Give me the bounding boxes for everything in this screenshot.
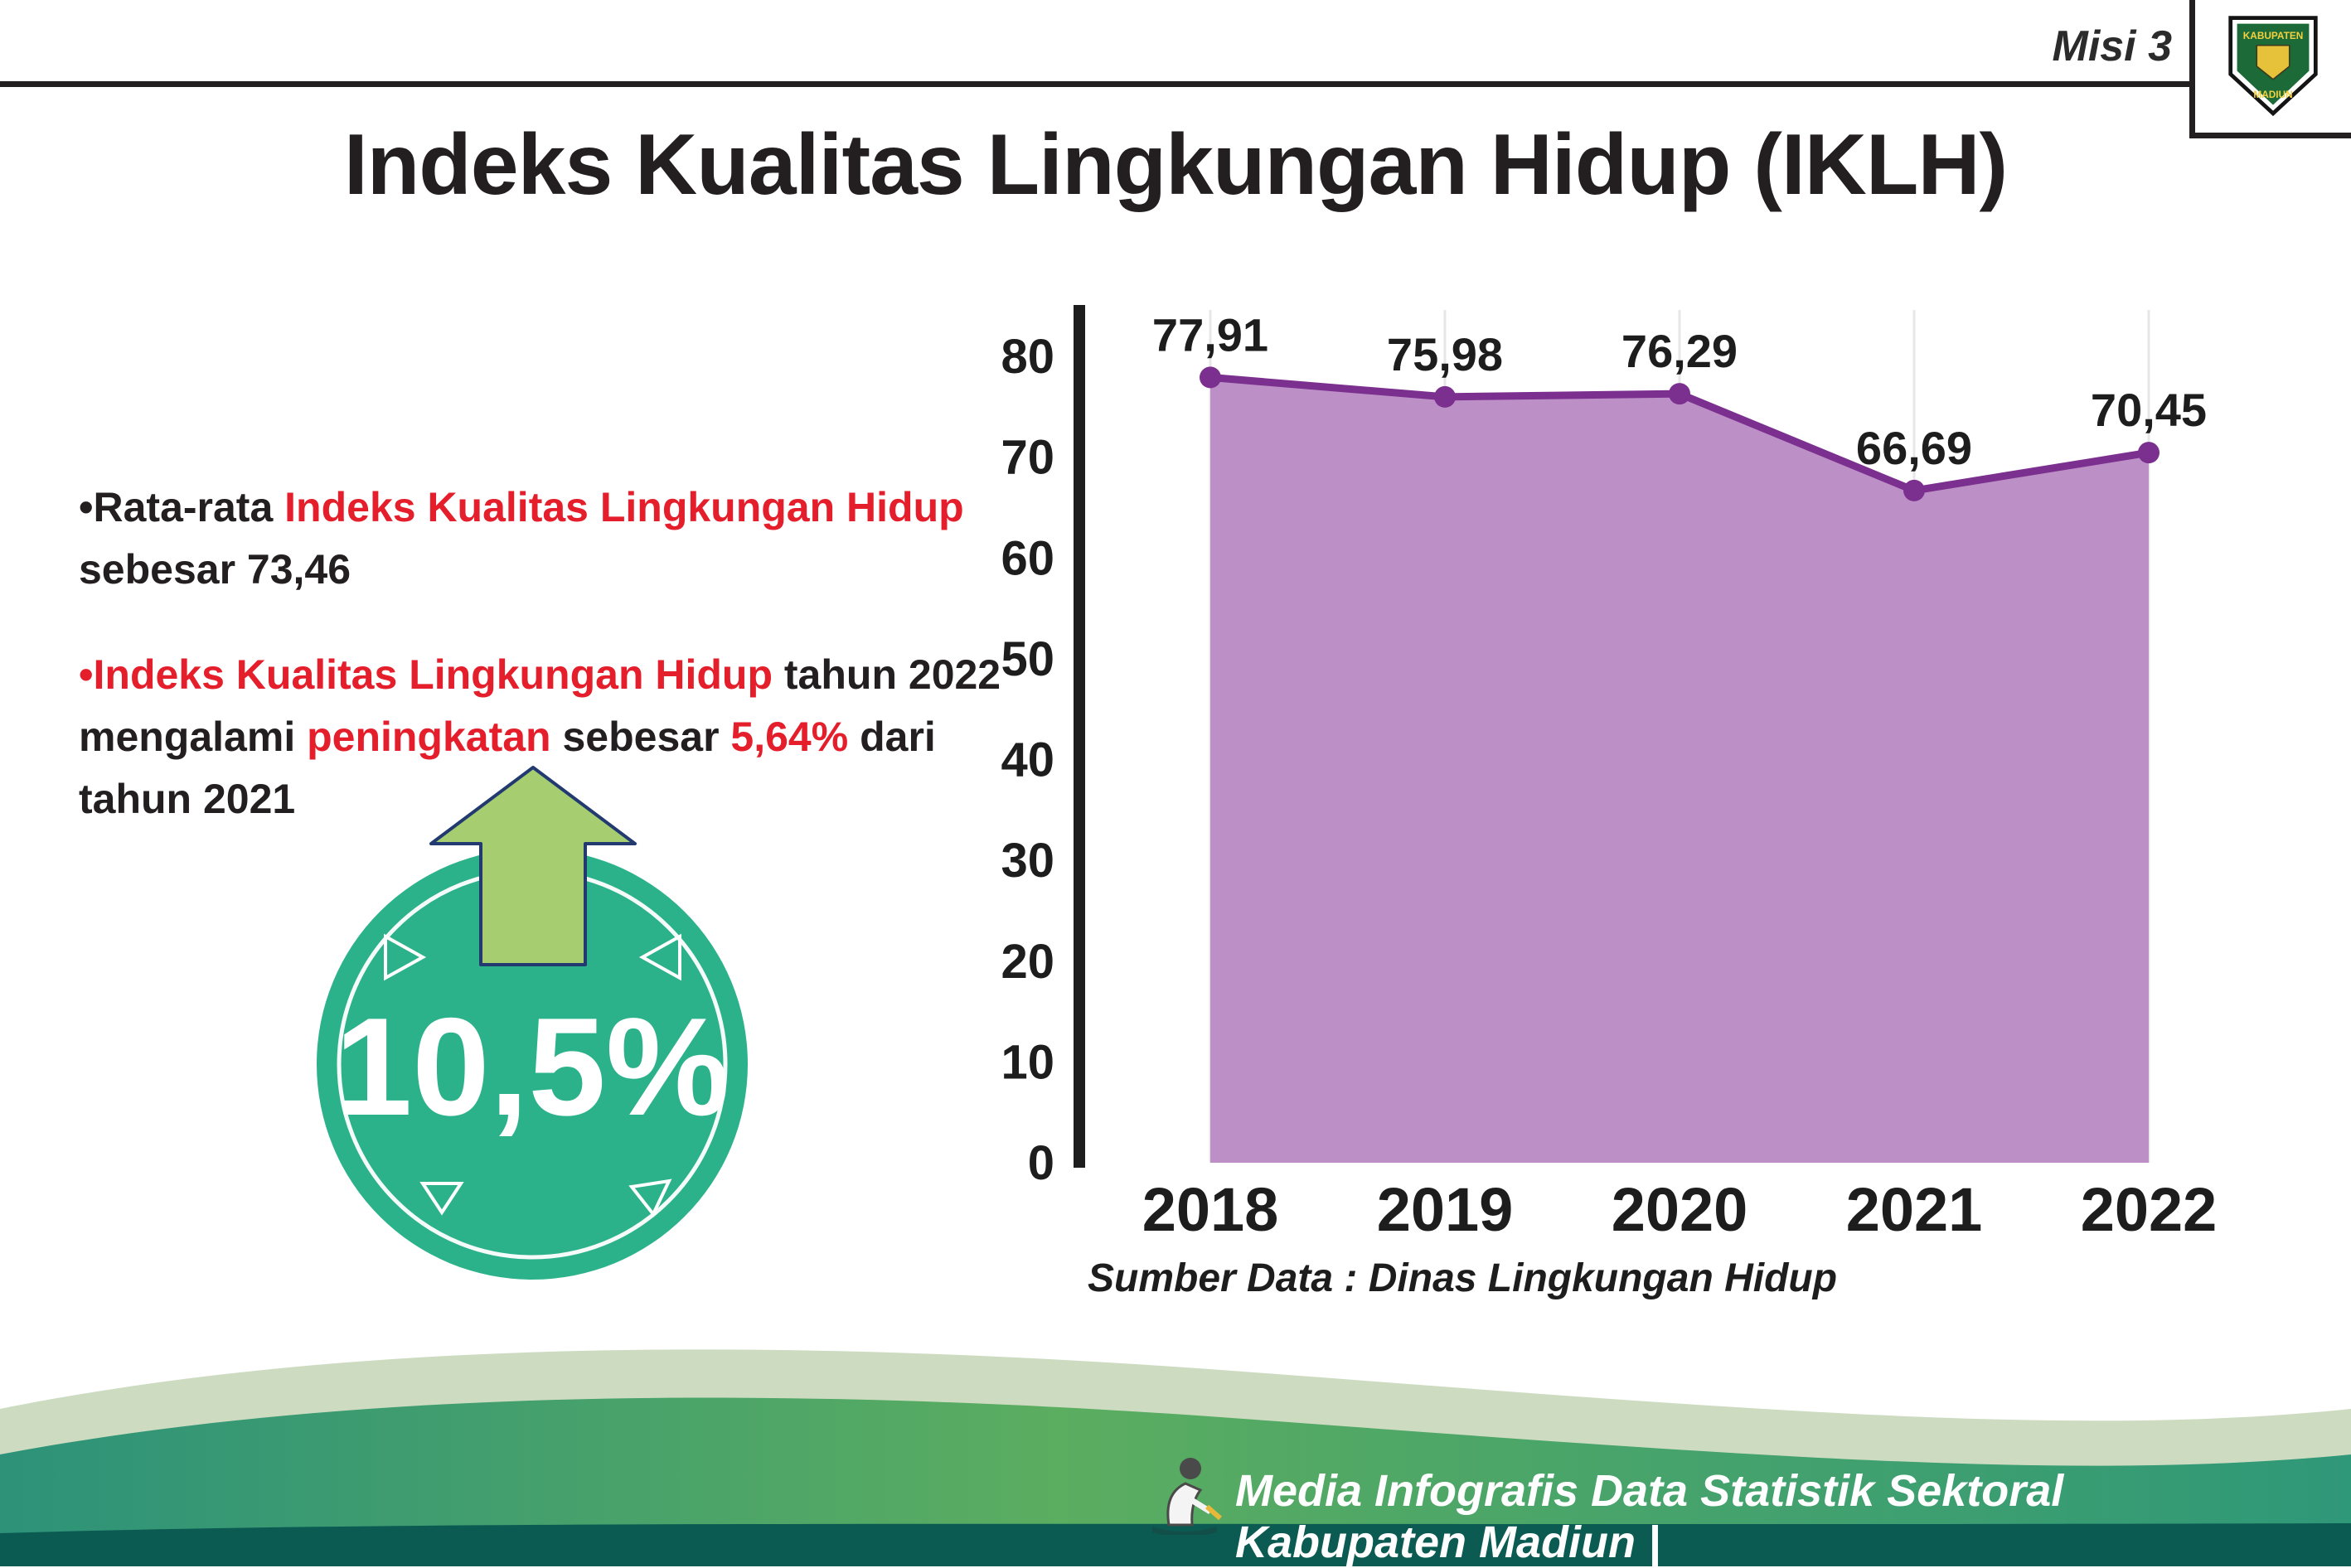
y-tick-label: 20	[1001, 935, 1054, 989]
value-label: 77,91	[1152, 308, 1268, 361]
bullet2-text2: sebesar	[550, 714, 731, 760]
triangle-decoration-icon	[384, 933, 427, 981]
y-tick-label: 50	[1001, 632, 1054, 686]
mascot-head	[1180, 1458, 1201, 1479]
x-tick-label: 2018	[1142, 1175, 1279, 1244]
bullet1-text: •Rata-rata	[79, 484, 285, 530]
writer-mascot-icon	[1152, 1458, 1222, 1535]
y-tick-label: 10	[1001, 1035, 1054, 1089]
increase-percent-badge: 10,5%	[317, 766, 748, 1280]
chart-area-fill	[1210, 377, 2149, 1163]
x-tick-label: 2019	[1377, 1175, 1514, 1244]
bullet2-text1: tahun 2022 mengalami	[79, 651, 1001, 760]
mascot-pencil	[1205, 1504, 1222, 1521]
value-label: 70,45	[2091, 384, 2207, 436]
bullet1-highlight: Indeks Kualitas Lingkungan Hidup	[284, 484, 964, 530]
y-tick-label: 80	[1001, 330, 1054, 384]
mascot-base	[1152, 1527, 1217, 1535]
percent-value: 10,5%	[335, 989, 730, 1145]
kabupaten-madiun-logo: KABUPATEN MADIUN	[2228, 16, 2318, 117]
y-tick-label: 30	[1001, 834, 1054, 888]
up-arrow-icon	[429, 766, 637, 966]
data-point	[1434, 385, 1456, 408]
data-source-note: Sumber Data : Dinas Lingkungan Hidup	[1088, 1256, 1838, 1300]
y-tick-label: 70	[1001, 431, 1054, 485]
data-point	[1669, 383, 1690, 405]
logo-emblem	[2256, 44, 2290, 80]
footer-band-dark	[0, 1523, 2351, 1566]
footer-waves	[0, 1349, 2351, 1566]
page-title: Indeks Kualitas Lingkungan Hidup (IKLH)	[343, 117, 2008, 213]
footer-credit: Media Infografis Data Statistik Sektoral…	[1235, 1466, 2064, 1567]
misi-label: Misi 3	[2052, 22, 2173, 70]
bullet1-value: sebesar 73,46	[79, 546, 351, 593]
header-divider-line	[0, 81, 2189, 87]
value-label: 75,98	[1387, 328, 1503, 380]
bullet2-highlight2: peningkatan	[307, 714, 551, 760]
bullet2-percent: 5,64%	[730, 714, 849, 760]
x-tick-label: 2020	[1612, 1175, 1748, 1244]
chart-canvas: 0 10 20 30 40 50 60 70 80 2018 2019 2020 2021 2022 77,…	[1001, 305, 2218, 1244]
mascot-body	[1166, 1482, 1203, 1527]
x-tick-label: 2021	[1846, 1175, 1983, 1244]
y-tick-label: 60	[1001, 531, 1054, 585]
x-tick-label: 2022	[2081, 1175, 2218, 1244]
data-point	[1903, 479, 1925, 501]
bullet-average-iklh: •Rata-rata Indeks Kualitas Lingkungan Hi…	[79, 477, 1028, 601]
kabupaten-madiun-logo-box: KABUPATEN MADIUN	[2189, 0, 2351, 138]
triangle-decoration-icon	[419, 1182, 464, 1216]
value-label: 66,69	[1856, 422, 1972, 474]
y-tick-label: 40	[1001, 733, 1054, 787]
summary-bullets: •Rata-rata Indeks Kualitas Lingkungan Hi…	[79, 477, 1028, 874]
data-point	[2138, 442, 2160, 464]
y-tick-label: 0	[1028, 1136, 1054, 1190]
bullet2-highlight1: •Indeks Kualitas Lingkungan Hidup	[79, 651, 773, 698]
value-label: 76,29	[1621, 325, 1738, 377]
logo-text-kabupaten: KABUPATEN	[2243, 30, 2304, 41]
iklh-area-chart: 0 10 20 30 40 50 60 70 80 2018 2019 2020 2021 2022 77,…	[978, 298, 2305, 1251]
bullet2-text3: dari tahun 2021	[79, 714, 936, 822]
logo-text-madiun: MADIUN	[2253, 89, 2292, 100]
bullet-iklh-increase: •Indeks Kualitas Lingkungan Hidup tahun …	[79, 644, 1028, 830]
triangle-decoration-icon	[638, 933, 681, 981]
triangle-decoration-icon	[628, 1178, 672, 1217]
y-axis	[1074, 305, 1085, 1168]
data-point	[1200, 366, 1221, 389]
